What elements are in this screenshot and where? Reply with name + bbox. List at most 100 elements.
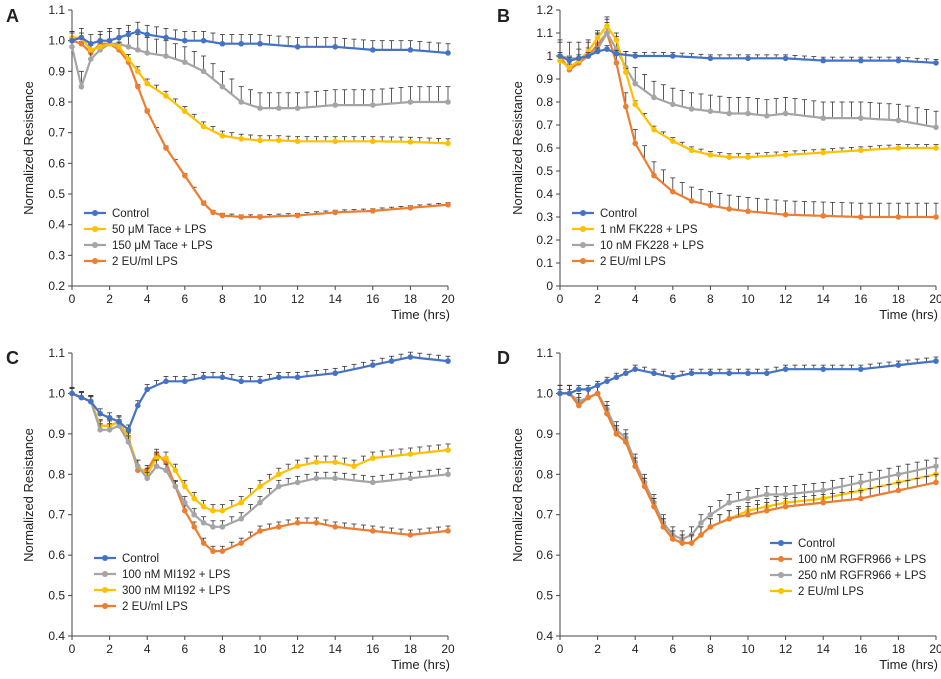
y-tick-label: 0.2: [48, 279, 65, 293]
series-1-nm-fk228-lps: [557, 22, 939, 160]
data-point: [125, 56, 132, 62]
data-point: [895, 57, 902, 64]
y-tick-label: 1.0: [536, 386, 553, 400]
x-tick-label: 16: [366, 642, 380, 656]
data-point: [557, 57, 563, 64]
data-point: [726, 515, 732, 522]
data-point: [332, 475, 339, 482]
data-point: [370, 138, 376, 145]
data-point: [238, 540, 244, 546]
legend-swatch-marker: [778, 556, 784, 562]
x-tick-label: 10: [741, 292, 755, 306]
y-tick-label: 0: [546, 279, 553, 293]
legend-label: Control: [798, 538, 835, 550]
data-point: [632, 140, 638, 147]
data-point: [688, 106, 695, 112]
x-tick-label: 2: [594, 642, 601, 656]
data-point: [370, 528, 376, 534]
data-point: [200, 123, 207, 130]
data-point: [276, 374, 282, 381]
data-point: [623, 439, 629, 445]
y-tick-label: 0.4: [536, 187, 553, 201]
data-point: [313, 520, 320, 526]
y-tick-label: 0.9: [48, 427, 65, 441]
data-point: [745, 208, 751, 215]
y-tick-label: 0.5: [48, 589, 65, 603]
legend: Control 1 nM FK228 + LPS 10 nM FK228 + LPS…: [572, 208, 704, 268]
data-point: [219, 83, 226, 90]
data-point: [116, 418, 122, 425]
legend-swatch-marker: [102, 571, 108, 577]
data-point: [604, 410, 610, 417]
data-point: [135, 68, 141, 75]
data-point: [707, 202, 714, 209]
data-point: [182, 378, 188, 385]
legend-swatch-marker: [92, 258, 98, 264]
x-tick-label: 20: [929, 292, 941, 306]
data-point: [745, 495, 751, 502]
data-point: [594, 382, 601, 389]
data-point: [210, 524, 216, 530]
x-tick-label: 12: [291, 642, 305, 656]
legend: Control 100 nM RGFR966 + LPS 250 nM RGFR96…: [770, 538, 926, 598]
y-tick-label: 1.1: [536, 346, 553, 360]
legend-label: 2 EU/ml LPS: [122, 601, 188, 613]
data-point: [651, 503, 657, 510]
data-point: [745, 370, 751, 377]
x-tick-label: 10: [253, 642, 267, 656]
x-tick-label: 6: [181, 642, 188, 656]
legend-swatch-marker: [778, 588, 784, 594]
data-point: [858, 115, 864, 121]
data-point: [445, 50, 451, 56]
data-point: [670, 101, 676, 108]
series-50-m-tace-lps: [69, 32, 451, 147]
data-point: [726, 370, 732, 377]
data-point: [238, 214, 244, 220]
data-point: [219, 507, 226, 514]
x-axis-label: Time (hrs): [879, 307, 938, 322]
data-point: [182, 483, 188, 490]
x-tick-label: 10: [253, 292, 267, 306]
data-point: [97, 44, 103, 50]
data-point: [604, 46, 610, 52]
data-point: [257, 483, 263, 490]
data-point: [294, 138, 301, 145]
data-point: [125, 44, 132, 50]
data-point: [78, 83, 85, 90]
data-point: [820, 115, 826, 121]
legend-label: 100 nM MI192 + LPS: [122, 569, 231, 581]
data-point: [88, 56, 94, 62]
y-tick-label: 0.5: [536, 589, 553, 603]
data-point: [144, 80, 150, 87]
data-point: [613, 50, 620, 57]
y-tick-label: 1.0: [48, 386, 65, 400]
data-point: [745, 55, 751, 62]
x-tick-label: 14: [329, 292, 343, 306]
data-point: [782, 491, 789, 498]
data-point: [219, 40, 226, 47]
data-point: [182, 499, 188, 506]
x-tick-label: 8: [219, 292, 226, 306]
series-line: [71, 355, 449, 432]
legend-label: Control: [600, 208, 637, 220]
data-point: [933, 214, 939, 220]
data-point: [632, 53, 638, 59]
data-point: [820, 487, 826, 494]
data-point: [407, 139, 414, 145]
data-point: [566, 390, 573, 397]
data-point: [698, 532, 704, 538]
data-point: [257, 528, 263, 534]
data-point: [764, 113, 770, 119]
data-point: [200, 200, 207, 206]
data-point: [782, 211, 789, 218]
data-point: [332, 459, 339, 465]
series-2-eu-ml-lps: [69, 388, 451, 554]
x-tick-label: 8: [707, 292, 714, 306]
data-point: [116, 44, 122, 50]
x-tick-label: 20: [441, 292, 455, 306]
data-point: [78, 40, 85, 47]
data-point: [163, 34, 169, 41]
series-control: [69, 351, 451, 433]
data-point: [257, 378, 263, 385]
data-point: [370, 102, 376, 108]
